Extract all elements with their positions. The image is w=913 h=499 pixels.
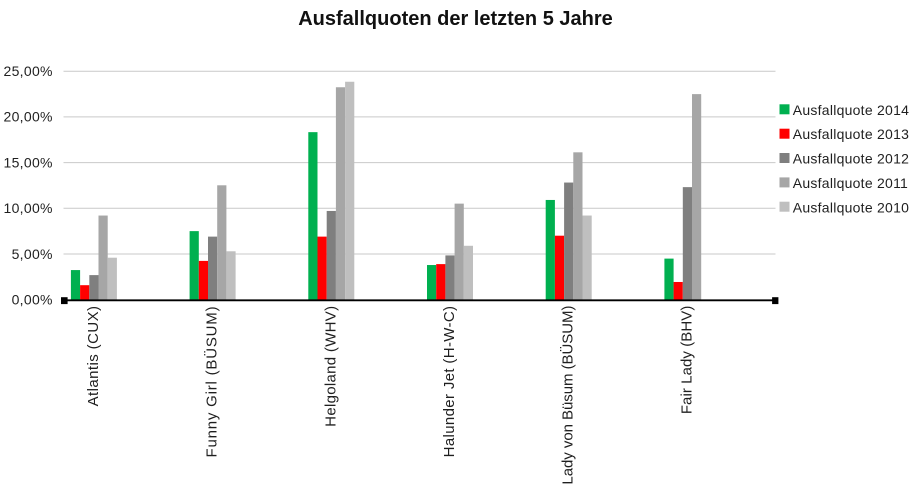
svg-text:Ausfallquote 2010: Ausfallquote 2010 bbox=[793, 199, 909, 215]
svg-text:15,00%: 15,00% bbox=[4, 154, 53, 170]
svg-text:Helgoland (WHV): Helgoland (WHV) bbox=[322, 306, 339, 427]
svg-text:Halunder Jet (H-W-C): Halunder Jet (H-W-C) bbox=[441, 306, 458, 458]
svg-text:10,00%: 10,00% bbox=[4, 200, 53, 216]
svg-text:Fair Lady (BHV): Fair Lady (BHV) bbox=[678, 306, 695, 415]
svg-text:Ausfallquote 2011: Ausfallquote 2011 bbox=[793, 175, 908, 191]
svg-text:5,00%: 5,00% bbox=[12, 246, 53, 262]
svg-text:Ausfallquoten der letzten 5 Ja: Ausfallquoten der letzten 5 Jahre bbox=[298, 8, 613, 30]
svg-text:0,00%: 0,00% bbox=[12, 292, 53, 308]
svg-text:Funny Girl (BÜSUM): Funny Girl (BÜSUM) bbox=[203, 306, 221, 458]
svg-text:Ausfallquote 2012: Ausfallquote 2012 bbox=[793, 151, 909, 167]
svg-text:25,00%: 25,00% bbox=[4, 63, 53, 79]
svg-text:Lady von Büsum (BÜSUM): Lady von Büsum (BÜSUM) bbox=[559, 306, 577, 485]
svg-text:Ausfallquote 2014: Ausfallquote 2014 bbox=[793, 102, 909, 118]
svg-text:Ausfallquote 2013: Ausfallquote 2013 bbox=[793, 126, 909, 142]
svg-text:20,00%: 20,00% bbox=[4, 109, 53, 125]
svg-text:Atlantis (CUX): Atlantis (CUX) bbox=[85, 306, 102, 407]
